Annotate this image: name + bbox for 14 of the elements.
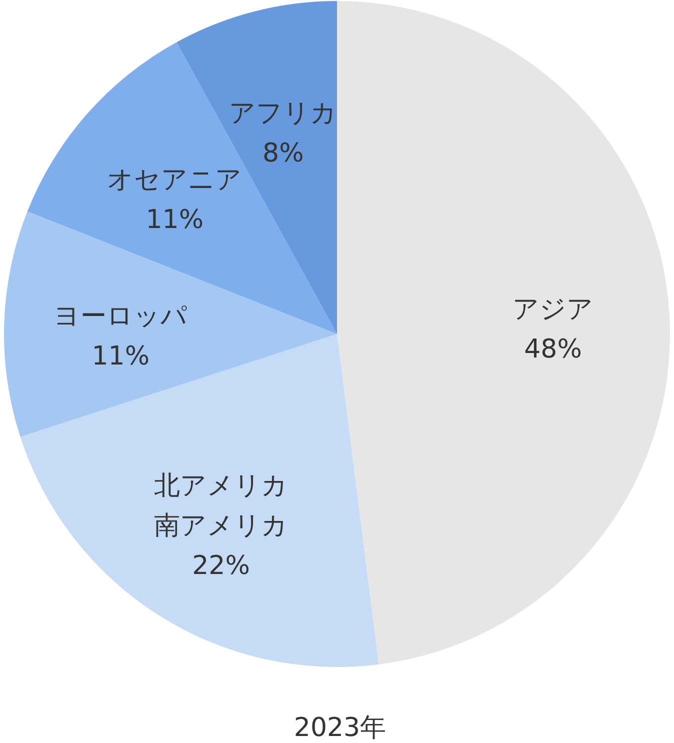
text: 2023年 [294,713,386,743]
data-label: 48% [524,334,582,365]
slice-label: 北アメリカ南アメリカ [154,470,288,541]
slice-label: オセアニア [107,164,242,195]
pie-slice [20,334,379,667]
slice-label: アフリカ [229,98,338,128]
data-label: 11% [146,204,204,235]
data-label: 22% [192,550,250,581]
pie-slice [27,42,337,334]
data-label: 11% [92,341,150,372]
slice-label: アジア [512,294,594,325]
pie-slice [337,1,670,664]
slice-label: ヨーロッパ [54,301,188,332]
data-label: 8% [262,138,304,168]
